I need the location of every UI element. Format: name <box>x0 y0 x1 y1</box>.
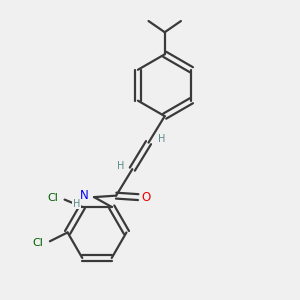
Text: N: N <box>80 189 89 202</box>
Text: H: H <box>158 134 166 144</box>
Text: H: H <box>117 160 124 171</box>
Text: Cl: Cl <box>47 193 58 203</box>
Text: O: O <box>141 190 150 204</box>
Text: Cl: Cl <box>32 238 44 248</box>
Text: H: H <box>73 199 80 208</box>
